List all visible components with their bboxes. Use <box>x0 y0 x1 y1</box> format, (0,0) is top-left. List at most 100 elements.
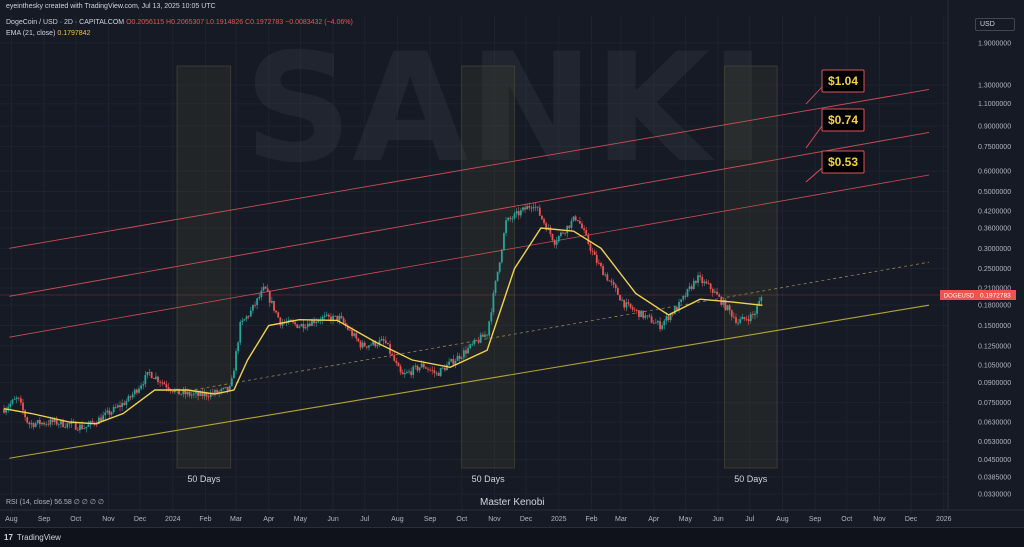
price-tick: 0.1500000 <box>978 323 1011 330</box>
candle-body <box>640 310 642 318</box>
candle-body <box>271 300 273 303</box>
candle-body <box>154 376 157 380</box>
candle-body <box>467 348 469 354</box>
price-axis-bg <box>948 0 1024 527</box>
candle-body <box>313 320 315 324</box>
candle-body <box>22 402 24 411</box>
symbol-badge <box>940 289 978 300</box>
time-tick: Apr <box>648 516 660 523</box>
candle-body <box>121 403 124 407</box>
candle-body <box>17 397 20 399</box>
candle-body <box>399 366 402 373</box>
candle-body <box>26 417 29 423</box>
candle-body <box>349 329 351 331</box>
candle-body <box>604 274 607 276</box>
candle-body <box>422 363 425 368</box>
price-tick: 0.7500000 <box>978 144 1011 151</box>
candle-body <box>186 391 189 395</box>
candle-body <box>593 251 596 255</box>
time-tick: Oct <box>70 516 81 523</box>
candle-body <box>64 426 67 428</box>
price-tick: 0.0900000 <box>978 380 1011 387</box>
fifty-day-zone <box>176 65 232 469</box>
candle-body <box>81 424 83 429</box>
time-tick: 2024 <box>165 516 181 523</box>
candle-body <box>300 324 303 327</box>
candle-body <box>296 324 299 328</box>
candle-body <box>657 321 659 323</box>
candle-body <box>239 321 242 343</box>
price-badge-text: 0.1972783 <box>980 292 1011 299</box>
time-tick: Mar <box>615 516 628 523</box>
candle-body <box>545 223 548 230</box>
candle-body <box>363 342 366 347</box>
candle-body <box>621 299 623 301</box>
candle-body <box>754 313 756 316</box>
candle-body <box>536 206 539 208</box>
candle-body <box>192 393 195 395</box>
candle-body <box>517 211 520 216</box>
candle-body <box>378 340 381 346</box>
candle-body <box>374 340 377 347</box>
price-tick: 0.1050000 <box>978 363 1011 370</box>
candle-body <box>100 417 102 422</box>
candle-body <box>74 422 77 430</box>
candle-body <box>190 394 193 396</box>
candle-body <box>32 423 35 427</box>
candle-body <box>361 342 364 348</box>
currency-button[interactable]: USD <box>975 18 1015 31</box>
candle-body <box>222 387 225 389</box>
candle-body <box>566 225 569 234</box>
candle-body <box>496 271 499 282</box>
candle-body <box>68 423 71 425</box>
candle-body <box>688 286 691 289</box>
time-tick: May <box>679 516 693 523</box>
candle-body <box>243 319 246 321</box>
fifty-day-zone <box>724 65 778 469</box>
candle-body <box>743 316 746 319</box>
time-tick: Aug <box>5 516 18 523</box>
candle-body <box>117 405 119 408</box>
candle-body <box>368 345 370 348</box>
candle-body <box>747 319 750 322</box>
candle-body <box>735 317 737 323</box>
price-target: $1.04 <box>805 69 865 105</box>
candle-body <box>262 286 265 291</box>
candle-body <box>682 295 685 300</box>
candle-body <box>439 368 442 376</box>
candle-body <box>264 286 267 289</box>
candle-body <box>431 369 434 371</box>
candle-body <box>102 415 105 422</box>
candle-body <box>260 290 263 298</box>
candle-body <box>171 391 174 393</box>
candle-body <box>397 363 400 367</box>
candle-body <box>416 365 419 371</box>
candle-body <box>751 314 754 316</box>
candle-body <box>119 405 121 407</box>
time-tick: Dec <box>134 516 147 523</box>
candle-body <box>11 399 14 404</box>
candle-body <box>395 360 398 364</box>
time-tick: Oct <box>456 516 467 523</box>
candle-body <box>180 393 183 395</box>
candle-body <box>760 297 763 301</box>
candle-body <box>308 323 311 326</box>
candle-body <box>500 249 503 263</box>
candle-body <box>195 392 197 394</box>
price-target: $0.74 <box>805 108 865 149</box>
candle-body <box>534 206 537 208</box>
candle-body <box>701 277 704 284</box>
candle-body <box>714 291 716 293</box>
candle-body <box>268 291 271 303</box>
candle-body <box>79 424 81 431</box>
candle-body <box>526 206 529 210</box>
candle-body <box>629 303 632 308</box>
candle-body <box>342 318 345 324</box>
price-tick: 1.3000000 <box>978 83 1011 90</box>
tradingview-logo-icon[interactable]: 17 <box>4 533 13 542</box>
candle-body <box>678 301 680 311</box>
brand-name[interactable]: TradingView <box>16 533 61 542</box>
candle-body <box>24 410 26 418</box>
symbol-name: DogeCoin / USD · 2D · CAPITALCOM <box>6 19 125 26</box>
